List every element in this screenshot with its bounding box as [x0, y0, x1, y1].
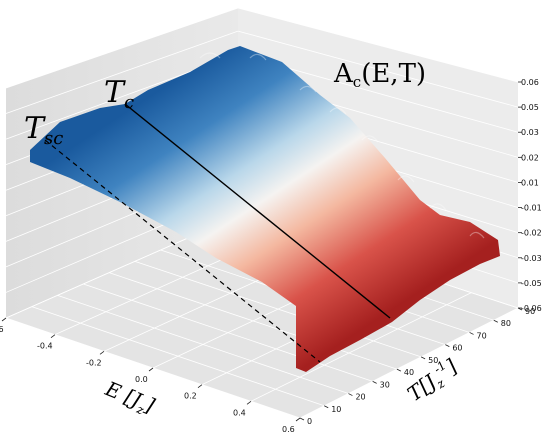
z-tick-label: 0.05	[521, 103, 539, 112]
y-tick-label: 80	[501, 319, 511, 328]
y-axis-ticks: 0 10 20 30 40 50 60 70 80 90	[299, 307, 535, 426]
y-tick-mark	[348, 393, 353, 396]
z-tick-label: -0.02	[521, 229, 542, 238]
x-tick-mark	[295, 417, 301, 422]
z-tick-label: -0.05	[521, 279, 542, 288]
y-tick-mark	[469, 332, 474, 335]
z-tick-label: -0.03	[521, 254, 542, 263]
z-tick-label: 0.06	[521, 78, 539, 87]
x-tick-label: 0.2	[184, 392, 197, 401]
x-tick-label: 0.4	[233, 408, 246, 417]
tc-label: Tc	[104, 75, 134, 113]
y-tick-label: 0	[307, 417, 312, 426]
z-axis-ticks: -0.06 -0.05 -0.03 -0.02 -0.01 0.01 0.02 0.03 0.0…	[518, 78, 542, 313]
x-tick-label: 0.0	[135, 375, 148, 384]
z-tick-label: -0.01	[521, 204, 542, 213]
y-tick-label: 70	[477, 331, 487, 340]
x-tick-mark	[1, 317, 7, 322]
x-tick-label: -0.6	[0, 325, 4, 334]
z-tick-label: 0.03	[521, 128, 539, 137]
y-tick-label: 40	[404, 368, 414, 377]
chart-title: Ac(E,T)	[333, 59, 426, 91]
y-tick-mark	[396, 368, 402, 372]
surface-body	[30, 46, 500, 372]
y-tick-label: 10	[331, 405, 341, 414]
y-tick-mark	[372, 380, 377, 384]
x-tick-label: -0.4	[37, 342, 53, 351]
y-tick-mark	[445, 344, 450, 348]
y-tick-label: 50	[428, 356, 438, 365]
y-tick-mark	[420, 356, 426, 360]
x-tick-mark	[148, 367, 154, 372]
y-tick-label: 30	[380, 380, 390, 389]
y-tick-label: 60	[452, 344, 462, 353]
surface-ripples	[199, 52, 485, 239]
y-tick-mark	[493, 319, 498, 323]
x-tick-mark	[246, 401, 252, 405]
z-tick-label: 0.01	[521, 178, 539, 187]
x-tick-label: 0.6	[282, 425, 295, 434]
x-tick-mark	[50, 334, 56, 338]
x-tick-mark	[197, 384, 203, 388]
z-tick-label: 0.02	[521, 153, 539, 162]
tc-line	[124, 103, 391, 319]
y-tick-label: 20	[355, 393, 365, 402]
x-axis-label: E[Jz]	[100, 376, 158, 420]
x-tick-label: -0.2	[86, 358, 102, 367]
z-tick-label: -0.06	[521, 304, 542, 313]
y-tick-mark	[324, 405, 329, 409]
y-tick-label: 90	[525, 307, 535, 316]
tsc-line	[44, 139, 321, 363]
x-tick-mark	[99, 351, 105, 355]
x-axis-ticks: -0.6 -0.4 -0.2 0.0 0.2 0.4 0.6	[0, 317, 301, 434]
tsc-label: Tsc	[24, 111, 63, 149]
y-tick-mark	[299, 417, 305, 421]
